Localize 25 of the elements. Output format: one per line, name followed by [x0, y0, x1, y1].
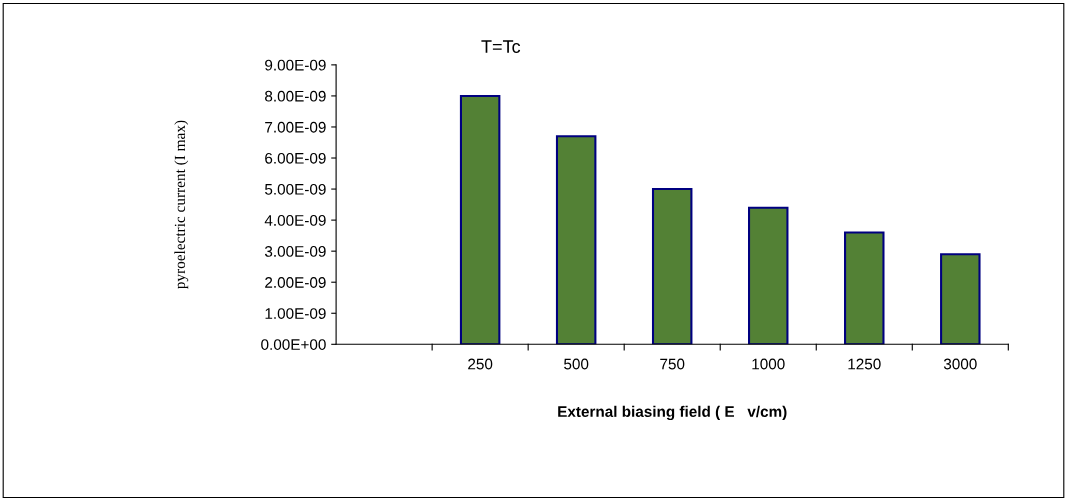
- bar: [747, 206, 789, 345]
- x-tick-label: 1000: [752, 358, 785, 370]
- y-tick-label: 5.00E-09: [264, 183, 326, 195]
- y-tick-label: 8.00E-09: [265, 90, 326, 102]
- y-axis-title: pyroelectric current (I max): [174, 120, 189, 289]
- y-tick-label: 6.00E-09: [265, 152, 326, 164]
- x-tick-label: 250: [468, 358, 493, 370]
- bar: [555, 135, 597, 345]
- y-tick-label: 7.00E-09: [265, 121, 326, 133]
- x-tick-label: 750: [660, 358, 685, 370]
- x-axis-title: External biasing field ( E v/cm): [558, 405, 787, 421]
- y-tick-label: 9.00E-09: [265, 59, 326, 71]
- bar: [844, 231, 885, 345]
- x-tick-label: 1250: [848, 358, 881, 370]
- chart-title: T=Tc: [481, 40, 521, 53]
- bar: [459, 94, 501, 345]
- x-tick-label: 3000: [943, 358, 977, 370]
- y-tick-label: 4.00E-09: [264, 214, 326, 226]
- x-tick-label: 500: [564, 358, 589, 370]
- y-tick-label: 3.00E-09: [264, 246, 326, 257]
- bar: [940, 253, 981, 345]
- y-tick-label: 2.00E-09: [265, 277, 326, 288]
- bar: [651, 188, 693, 345]
- y-tick-label: 0.00E+00: [261, 339, 326, 350]
- y-tick-label: 1.00E-09: [265, 308, 326, 319]
